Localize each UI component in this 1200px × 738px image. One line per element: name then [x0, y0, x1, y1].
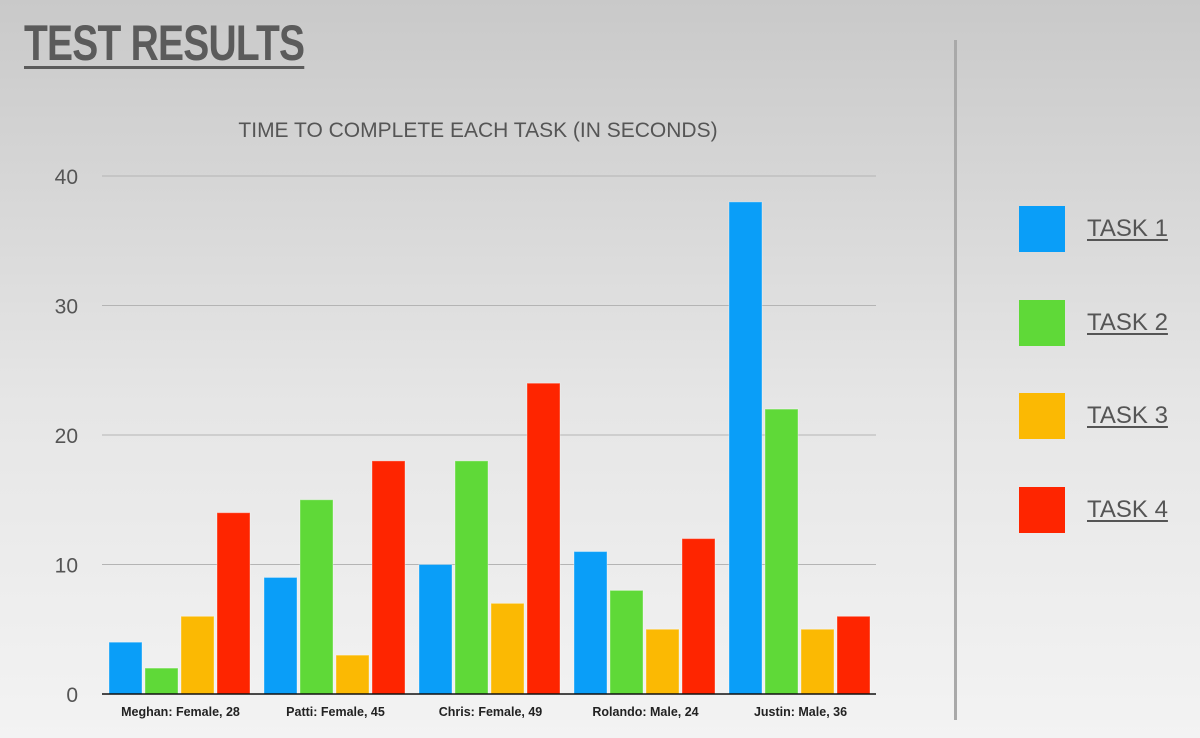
legend-swatch-task-3 [1019, 393, 1065, 439]
x-tick-label: Chris: Female, 49 [439, 705, 543, 719]
bar-task-3 [180, 615, 215, 695]
bar-task-1 [728, 201, 763, 695]
y-tick-label: 0 [66, 684, 78, 707]
legend-swatch-task-2 [1019, 300, 1065, 346]
bar-task-2 [609, 589, 644, 695]
bar-chart: TIME TO COMPLETE EACH TASK (IN SECONDS) … [55, 119, 876, 719]
bar-task-3 [800, 628, 835, 695]
legend-swatch-task-1 [1019, 206, 1065, 252]
legend-item-task-4: TASK 4 [1019, 487, 1189, 533]
legend-label-task-1: TASK 1 [1087, 215, 1168, 242]
legend-label-task-3: TASK 3 [1087, 402, 1168, 429]
bar-task-4 [371, 460, 406, 695]
bar-task-1 [573, 551, 608, 695]
legend-item-task-2: TASK 2 [1019, 300, 1189, 346]
y-tick-label: 40 [55, 166, 78, 189]
y-tick-label: 20 [55, 425, 78, 448]
chart-title: TIME TO COMPLETE EACH TASK (IN SECONDS) [238, 119, 717, 142]
bar-task-3 [335, 654, 370, 695]
bar-task-1 [418, 564, 453, 695]
bar-task-1 [108, 641, 143, 695]
y-tick-label: 10 [55, 555, 78, 578]
x-tick-label: Justin: Male, 36 [754, 705, 847, 719]
legend-item-task-3: TASK 3 [1019, 393, 1189, 439]
bar-task-1 [263, 576, 298, 695]
x-tick-label: Meghan: Female, 28 [121, 705, 240, 719]
bar-task-3 [490, 602, 525, 695]
legend-item-task-1: TASK 1 [1019, 206, 1189, 252]
bar-task-4 [836, 615, 871, 695]
bar-task-2 [299, 499, 334, 695]
bar-task-4 [526, 382, 561, 695]
y-tick-label: 30 [55, 296, 78, 319]
bar-task-2 [764, 408, 799, 695]
legend-label-task-2: TASK 2 [1087, 309, 1168, 336]
bar-task-3 [645, 628, 680, 695]
bar-task-2 [454, 460, 489, 695]
legend-label-task-4: TASK 4 [1087, 496, 1168, 523]
bar-task-4 [681, 538, 716, 695]
x-tick-label: Patti: Female, 45 [286, 705, 385, 719]
vertical-divider [954, 40, 957, 720]
legend-swatch-task-4 [1019, 487, 1065, 533]
bar-task-4 [216, 512, 251, 695]
x-tick-label: Rolando: Male, 24 [592, 705, 698, 719]
bar-task-2 [144, 667, 179, 695]
page-title: TEST RESULTS [24, 15, 305, 71]
